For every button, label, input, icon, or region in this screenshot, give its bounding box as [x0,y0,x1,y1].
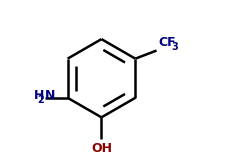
Text: 2: 2 [37,95,44,105]
Text: N: N [45,89,55,102]
Text: 3: 3 [172,42,178,52]
Text: H: H [34,89,44,102]
Text: CF: CF [158,36,176,49]
Text: OH: OH [91,142,112,155]
